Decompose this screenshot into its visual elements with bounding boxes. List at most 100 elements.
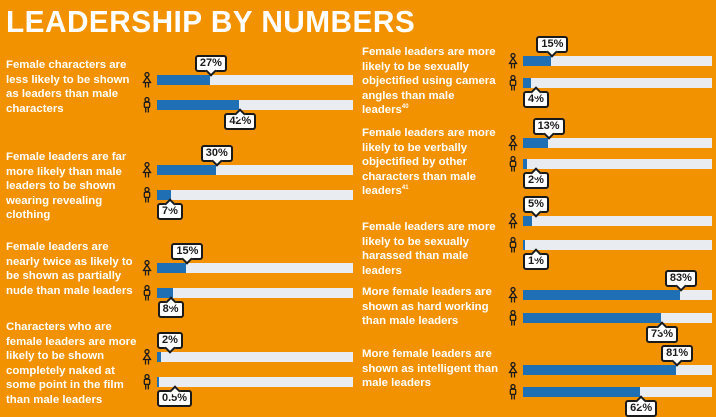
male-value-label: 62%	[625, 400, 658, 417]
male-bar-row: 2%	[506, 155, 712, 189]
bar-track	[523, 240, 712, 250]
male-bar-row: 1%	[506, 236, 712, 270]
female-bar-row: 30%	[140, 145, 353, 178]
male-bar	[157, 190, 171, 200]
male-figure-icon	[506, 155, 520, 172]
female-figure-icon	[140, 161, 154, 178]
male-bar	[523, 78, 531, 88]
female-bar-row: 27%	[140, 55, 353, 88]
page-title: LEADERSHIP BY NUMBERS	[6, 4, 416, 39]
female-bar	[523, 365, 677, 375]
male-bar-row: 62%	[506, 383, 712, 417]
female-value-label: 15%	[171, 243, 204, 260]
stat-description-text: Female leaders are more likely to be sex…	[362, 221, 496, 277]
stat-description-text: More female leaders are shown as intelli…	[362, 348, 499, 389]
female-bar-row: 15%	[506, 36, 712, 69]
male-figure-icon	[506, 309, 520, 326]
male-figure-icon	[506, 74, 520, 91]
male-value-label: 4%	[523, 91, 549, 108]
stat-description-text: Female leaders are nearly twice as likel…	[6, 241, 133, 297]
female-value-label: 27%	[194, 55, 227, 72]
bar-track	[157, 263, 353, 273]
footnote-marker: 40	[401, 104, 409, 111]
female-figure-icon	[506, 212, 520, 229]
bar-track	[157, 100, 353, 110]
female-bar	[523, 216, 533, 226]
male-bar	[523, 159, 527, 169]
female-bar	[157, 165, 216, 175]
male-bar	[523, 240, 525, 250]
male-bar-row: 4%	[506, 74, 712, 108]
stat-description: More female leaders are shown as intelli…	[362, 347, 502, 391]
male-bar-row: 73%	[506, 309, 712, 343]
female-bar	[523, 56, 552, 66]
male-value-label: 1%	[523, 253, 549, 270]
female-value-label: 81%	[661, 345, 694, 362]
male-bar-row: 42%	[140, 96, 353, 130]
female-figure-icon	[506, 52, 520, 69]
female-value-label: 13%	[532, 118, 565, 135]
bar-track	[523, 290, 712, 300]
female-bar	[523, 290, 680, 300]
male-value-label: 2%	[523, 172, 549, 189]
bar-track	[523, 159, 712, 169]
stat-description-text: Characters who are female leaders are mo…	[6, 321, 137, 406]
female-value-label: 15%	[536, 36, 569, 53]
female-bar-row: 2%	[140, 332, 353, 365]
male-figure-icon	[140, 284, 154, 301]
female-figure-icon	[506, 134, 520, 151]
bar-track	[523, 78, 712, 88]
bar-track	[157, 377, 353, 387]
bar-track	[523, 216, 712, 226]
bar-track	[523, 56, 712, 66]
male-bar	[523, 313, 661, 323]
male-value-label: 0.5%	[157, 390, 193, 407]
female-bar-row: 83%	[506, 270, 712, 303]
bar-track	[157, 190, 353, 200]
footnote-marker: 41	[401, 185, 409, 192]
female-bar	[157, 75, 210, 85]
female-bar	[157, 263, 187, 273]
female-bar-row: 13%	[506, 118, 712, 151]
male-value-label: 8%	[157, 301, 184, 318]
male-bar	[523, 387, 641, 397]
stat-description: Female characters are less likely to be …	[6, 58, 141, 116]
male-value-label: 7%	[157, 203, 183, 220]
stat-description: Female leaders are nearly twice as likel…	[6, 240, 141, 298]
stat-description: More female leaders are shown as hard wo…	[362, 285, 502, 329]
female-figure-icon	[140, 259, 154, 276]
bar-track	[523, 138, 712, 148]
female-figure-icon	[140, 71, 154, 88]
bar-track	[523, 365, 712, 375]
male-figure-icon	[140, 373, 154, 390]
male-value-label: 73%	[645, 326, 678, 343]
bar-track	[523, 387, 712, 397]
female-bar	[523, 138, 548, 148]
male-bar	[157, 288, 173, 298]
male-value-label: 42%	[224, 113, 257, 130]
stat-description: Female leaders are far more likely than …	[6, 150, 141, 223]
female-bar	[157, 352, 161, 362]
stat-description: Female leaders are more likely to be sex…	[362, 220, 502, 278]
bar-track	[157, 75, 353, 85]
male-figure-icon	[140, 96, 154, 113]
stat-description-text: Female characters are less likely to be …	[6, 59, 130, 115]
female-bar-row: 81%	[506, 345, 712, 378]
female-figure-icon	[506, 286, 520, 303]
male-bar-row: 0.5%	[140, 373, 353, 407]
male-bar	[157, 377, 159, 387]
male-bar	[157, 100, 240, 110]
stat-description-text: More female leaders are shown as hard wo…	[362, 286, 492, 327]
stat-description: Characters who are female leaders are mo…	[6, 320, 146, 407]
bar-track	[157, 352, 353, 362]
stat-description-text: Female leaders are more likely to be sex…	[362, 46, 496, 116]
male-figure-icon	[140, 186, 154, 203]
female-bar-row: 5%	[506, 196, 712, 229]
female-value-label: 2%	[157, 332, 183, 349]
female-figure-icon	[506, 361, 520, 378]
female-figure-icon	[140, 348, 154, 365]
female-bar-row: 15%	[140, 243, 353, 276]
male-bar-row: 8%	[140, 284, 353, 318]
stat-description: Female leaders are more likely to be ver…	[362, 126, 502, 199]
bar-track	[523, 313, 712, 323]
